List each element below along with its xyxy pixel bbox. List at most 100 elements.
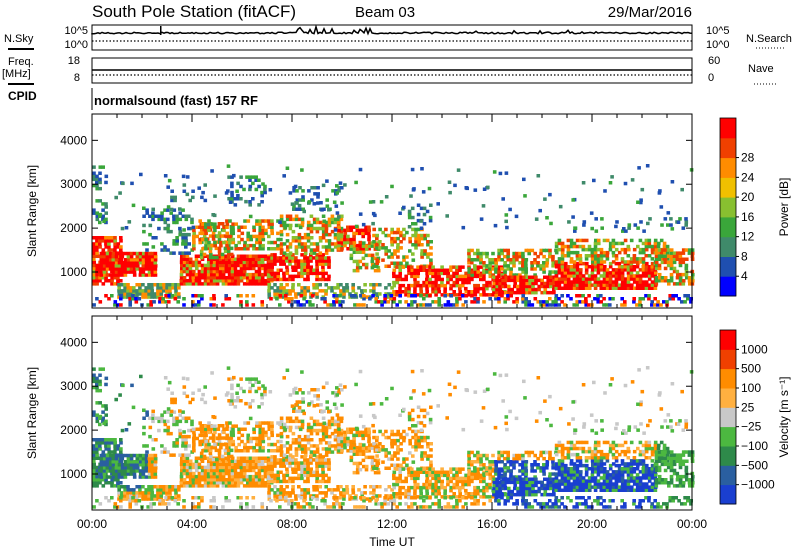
range-cell	[554, 244, 559, 249]
range-cell	[367, 433, 371, 438]
range-cell	[327, 239, 332, 243]
range-cell	[120, 491, 124, 495]
range-cell	[412, 187, 416, 191]
range-cell	[611, 283, 616, 287]
range-cell	[552, 287, 556, 292]
range-cell	[473, 258, 477, 262]
range-cell	[251, 484, 256, 488]
range-cell	[141, 283, 145, 287]
range-cell	[518, 254, 522, 259]
range-cell	[476, 268, 480, 272]
range-cell	[273, 259, 277, 263]
range-cell	[142, 416, 146, 420]
range-cell	[370, 256, 375, 261]
range-cell	[584, 283, 589, 287]
range-cell	[303, 464, 307, 468]
range-cell	[215, 484, 220, 488]
range-cell	[217, 448, 222, 453]
range-cell	[611, 260, 616, 264]
range-cell	[291, 458, 295, 462]
range-cell	[355, 247, 360, 251]
range-cell	[123, 286, 127, 290]
range-cell	[470, 258, 474, 262]
range-cell	[503, 297, 508, 301]
range-cell	[315, 265, 319, 269]
range-cell	[258, 430, 262, 435]
range-cell	[95, 217, 100, 222]
range-cell	[95, 263, 99, 268]
range-cell	[254, 279, 259, 283]
range-cell	[92, 260, 96, 265]
range-cell	[300, 488, 304, 492]
range-cell	[376, 470, 381, 475]
range-cell	[346, 225, 350, 229]
range-cell	[104, 444, 108, 448]
range-cell	[231, 442, 236, 447]
range-cell	[228, 237, 232, 242]
range-cell	[126, 289, 130, 293]
range-cell	[182, 297, 186, 301]
range-cell	[239, 459, 244, 463]
range-cell	[639, 220, 643, 224]
range-cell	[410, 294, 414, 298]
range-cell	[166, 431, 171, 436]
range-cell	[486, 185, 490, 190]
range-cell	[510, 287, 514, 292]
range-cell	[608, 280, 613, 284]
range-cell	[282, 289, 286, 293]
range-cell	[136, 466, 140, 470]
range-cell	[363, 283, 367, 287]
range-cell	[226, 189, 230, 193]
range-cell	[111, 273, 116, 277]
range-cell	[413, 274, 417, 279]
range-cell	[318, 236, 323, 240]
range-cell	[267, 470, 271, 474]
range-cell	[491, 267, 495, 271]
range-cell	[479, 251, 484, 256]
range-cell	[109, 456, 113, 461]
range-cell	[503, 261, 507, 265]
range-cell	[267, 274, 271, 279]
range-cell	[534, 278, 538, 283]
range-cell	[629, 265, 634, 269]
range-cell	[129, 251, 134, 256]
range-cell	[657, 266, 662, 271]
range-cell	[149, 303, 153, 307]
range-cell	[227, 474, 232, 479]
range-cell	[174, 289, 178, 293]
range-cell	[428, 420, 433, 425]
range-cell	[414, 243, 418, 247]
range-cell	[497, 248, 501, 253]
range-cell	[123, 485, 127, 489]
range-cell	[230, 386, 234, 391]
range-cell	[227, 175, 231, 179]
range-cell	[251, 254, 256, 258]
range-cell	[594, 238, 598, 243]
range-cell	[270, 265, 274, 269]
range-cell	[327, 220, 332, 225]
range-cell	[181, 239, 185, 243]
range-cell	[423, 233, 427, 238]
range-cell	[452, 293, 456, 297]
range-cell	[393, 252, 397, 256]
range-cell	[258, 231, 262, 236]
range-cell	[172, 239, 176, 243]
range-cell	[227, 454, 231, 459]
range-cell	[495, 281, 499, 286]
range-cell	[566, 277, 571, 281]
range-cell	[303, 232, 308, 237]
range-cell	[197, 263, 202, 268]
range-cell	[638, 283, 643, 287]
range-cell	[294, 464, 298, 468]
range-cell	[105, 463, 110, 467]
range-cell	[273, 289, 277, 293]
range-cell	[116, 444, 121, 448]
range-cell	[408, 249, 412, 253]
range-cell	[217, 246, 222, 251]
range-cell	[452, 290, 456, 294]
range-cell	[98, 300, 103, 304]
range-cell	[437, 274, 441, 279]
range-cell	[569, 283, 574, 287]
range-cell	[383, 300, 387, 304]
range-cell	[221, 282, 226, 286]
